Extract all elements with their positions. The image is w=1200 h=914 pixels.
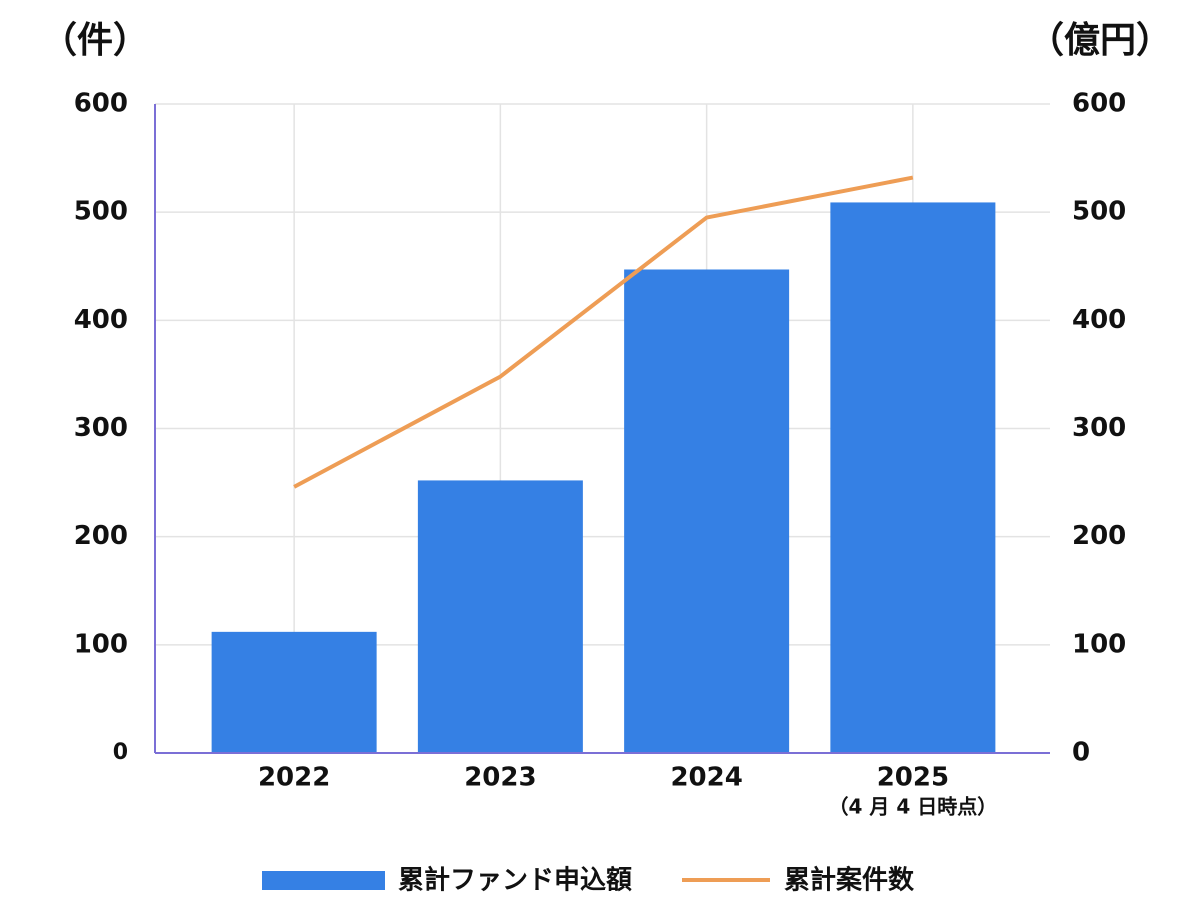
legend-swatch [262, 871, 385, 890]
legend-label: 累計ファンド申込額 [398, 865, 632, 896]
y-tick-label: 400 [74, 305, 128, 335]
y-tick-label: 0 [113, 740, 128, 765]
x-tick-note: （4 月 4 日時点） [829, 795, 998, 819]
y2-tick-label: 500 [1072, 197, 1126, 227]
y2-tick-label: 100 [1072, 629, 1126, 659]
y-axis-label: （件） [41, 20, 149, 61]
bar [417, 480, 583, 753]
y-tick-label: 600 [74, 89, 128, 119]
line [293, 175, 914, 489]
x-tick-label: 2024 [670, 763, 742, 793]
y-tick-label: 100 [74, 629, 128, 659]
bar [624, 269, 790, 753]
x-tick-label: 2023 [464, 763, 536, 793]
bar [211, 631, 377, 753]
x-tick-label: 2025 [877, 763, 949, 793]
y-tick-label: 200 [74, 521, 128, 551]
y2-tick-label: 400 [1072, 305, 1126, 335]
legend-label: 累計案件数 [784, 865, 915, 896]
y2-tick-label: 200 [1072, 521, 1126, 551]
y2-tick-label: 300 [1072, 413, 1126, 443]
y2-tick-label: 600 [1072, 89, 1126, 119]
y2-tick-label: 0 [1072, 738, 1090, 768]
x-tick-label: 2022 [258, 763, 330, 793]
y-tick-label: 500 [74, 197, 128, 227]
bar [830, 202, 996, 754]
y2-axis-label: （億円） [1028, 20, 1172, 61]
y-tick-label: 300 [74, 413, 128, 443]
